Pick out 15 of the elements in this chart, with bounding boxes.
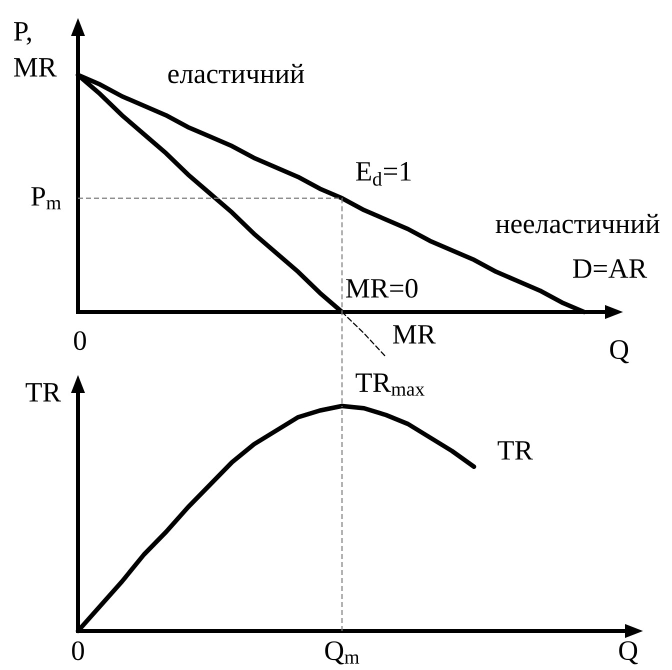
annotation: MR=0: [346, 278, 418, 298]
x-axis-title: Q: [619, 641, 638, 664]
x-tick-label: Q$_{m}$: [325, 641, 360, 664]
series-label: TR: [498, 441, 533, 460]
annotation: 0: [74, 331, 86, 350]
annotation: нееластичний: [496, 214, 660, 234]
annotation: TR$_{max}$: [356, 374, 424, 396]
annotation: еластичний: [168, 64, 304, 84]
ref-line-label: P$_{m}$: [31, 187, 61, 210]
series-label: MR: [393, 325, 436, 344]
annotation: E$_{d}$=1: [356, 162, 411, 186]
series-label: D=AR: [573, 259, 648, 278]
x-axis-title: Q: [610, 340, 629, 364]
y-axis-title: P, MR: [14, 22, 57, 76]
y-axis-title: TR: [26, 383, 61, 402]
